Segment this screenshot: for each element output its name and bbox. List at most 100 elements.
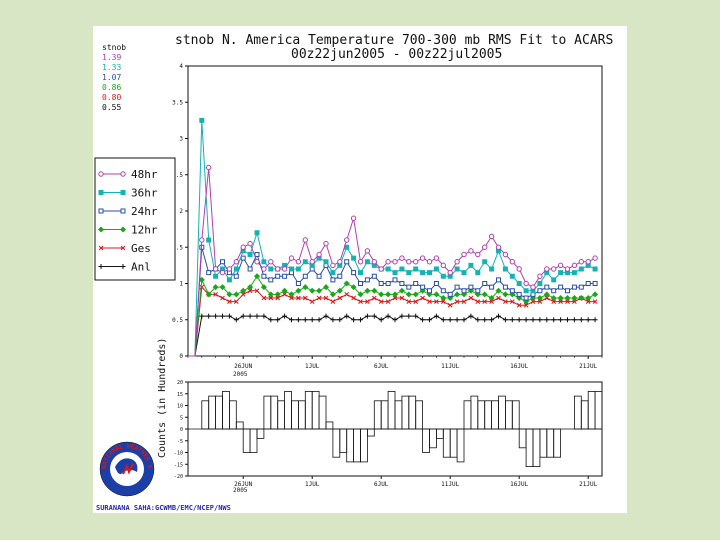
data-point: [440, 295, 447, 301]
data-point: [475, 317, 481, 323]
data-point: [482, 281, 488, 286]
data-point: [364, 277, 370, 283]
data-point: [447, 273, 453, 279]
legend-marker: [120, 264, 126, 269]
count-x-tick-label: 26JUN: [234, 481, 252, 488]
count-y-tick-label: -20: [174, 474, 183, 480]
data-point: [199, 284, 205, 290]
data-point: [371, 262, 377, 268]
data-point: [516, 302, 522, 308]
series-anl: [188, 313, 598, 357]
data-point: [592, 266, 598, 272]
data-point: [233, 273, 239, 279]
count-x-tick-label: 1JUL: [305, 481, 320, 488]
data-point: [330, 270, 336, 276]
count-y-tick-label: 15: [177, 392, 183, 398]
legend-label: 36hr: [131, 187, 158, 200]
data-point: [233, 317, 239, 323]
stnob-values: 1.391.331.070.860.800.55: [102, 53, 121, 112]
data-point: [536, 295, 543, 301]
data-point: [572, 299, 577, 304]
data-point: [364, 313, 370, 319]
legend-marker: [98, 226, 104, 233]
data-point: [226, 291, 233, 298]
data-point: [530, 284, 536, 290]
data-point: [440, 317, 446, 323]
data-point: [406, 284, 412, 290]
data-point: [226, 313, 232, 319]
data-point: [282, 292, 287, 297]
data-point: [468, 262, 474, 268]
data-point: [399, 281, 405, 286]
data-point: [488, 233, 495, 240]
data-point: [392, 277, 398, 283]
data-point: [316, 273, 322, 279]
data-point: [261, 266, 267, 272]
data-point: [378, 281, 384, 286]
data-point: [482, 299, 488, 304]
data-point: [323, 284, 329, 291]
data-point: [496, 248, 501, 254]
chart-canvas: stnob N. America Temperature 700-300 mb …: [93, 26, 613, 512]
data-point: [440, 288, 446, 294]
data-point: [461, 251, 467, 258]
main-x-tick-label: 26JUN: [234, 363, 252, 370]
data-point: [378, 266, 384, 272]
count-y-tick-label: 0: [180, 427, 183, 433]
count-bar: [511, 400, 520, 430]
data-point: [323, 295, 329, 301]
legend-marker: [120, 171, 126, 177]
chart-title: stnob N. America Temperature 700-300 mb …: [175, 33, 613, 48]
data-point: [302, 317, 308, 323]
data-point: [240, 313, 246, 319]
data-point: [351, 317, 357, 323]
data-point: [392, 317, 398, 323]
series-ges: [188, 284, 598, 357]
count-bar: [311, 390, 320, 430]
data-point: [551, 277, 557, 283]
data-point: [364, 287, 371, 294]
data-point: [364, 248, 371, 254]
legend-item-12hr: 12hr: [98, 224, 158, 237]
data-point: [220, 266, 225, 272]
legend-label: 48hr: [131, 168, 158, 181]
chart-subtitle: 00z22jun2005 - 00z22jul2005: [291, 47, 502, 62]
data-point: [427, 288, 432, 294]
data-point: [357, 291, 364, 298]
data-point: [482, 317, 488, 323]
data-point: [516, 266, 522, 272]
data-point: [295, 281, 301, 286]
data-point: [364, 259, 370, 265]
data-point: [585, 259, 591, 265]
data-point: [289, 295, 294, 301]
data-point: [565, 317, 570, 323]
count-bar: [346, 428, 354, 463]
data-point: [399, 313, 405, 319]
data-point: [233, 266, 239, 272]
count-x-tick-label: 6JUL: [374, 481, 389, 488]
data-point: [440, 273, 446, 279]
count-bar: [201, 400, 210, 430]
data-point: [502, 251, 509, 258]
data-point: [219, 269, 226, 276]
data-point: [406, 270, 412, 276]
data-point: [323, 240, 329, 247]
data-point: [281, 287, 288, 294]
data-point: [434, 299, 439, 304]
count-bar: [532, 428, 541, 467]
data-point: [585, 281, 591, 286]
data-point: [523, 302, 529, 308]
data-point: [254, 273, 260, 280]
data-point: [551, 288, 557, 294]
count-bar: [477, 400, 486, 430]
data-point: [523, 288, 529, 294]
data-point: [302, 284, 309, 291]
data-point: [350, 284, 357, 291]
data-point: [585, 262, 591, 268]
stnob-value: 1.07: [102, 73, 121, 82]
count-bar: [304, 390, 313, 430]
data-point: [523, 280, 529, 287]
data-point: [571, 295, 578, 301]
data-point: [392, 270, 398, 276]
data-point: [309, 287, 316, 294]
